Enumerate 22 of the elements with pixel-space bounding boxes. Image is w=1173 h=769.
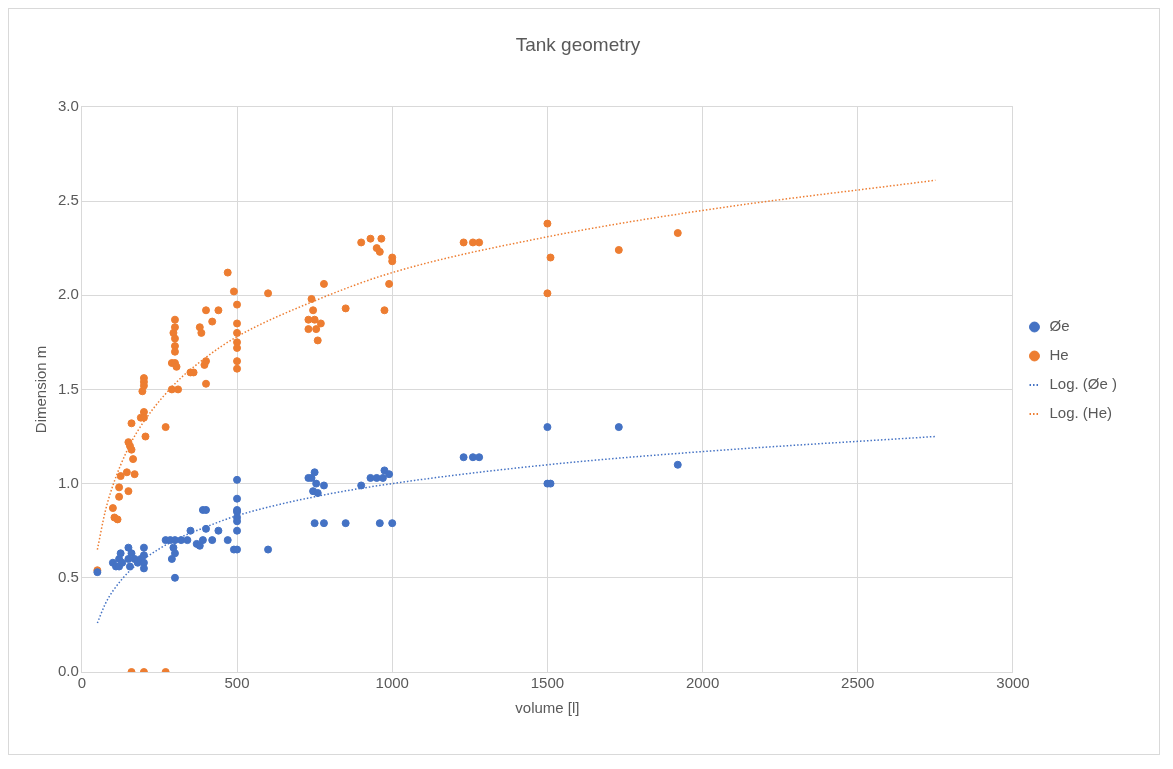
legend-label: Log. (He): [1049, 404, 1112, 422]
x-axis-title: volume [l]: [515, 699, 580, 717]
y-tick-label: 0.5: [57, 567, 79, 585]
y-tick-label: 2.0: [57, 285, 79, 303]
y-tick-label: 2.5: [57, 191, 79, 209]
x-tick-label: 2500: [841, 674, 875, 692]
x-tick-label: 500: [224, 674, 250, 692]
legend-label: Øe: [1049, 317, 1070, 335]
x-tick-label: 1000: [375, 674, 409, 692]
y-tick-label: 1.0: [57, 473, 79, 491]
legend-label: Log. (Øe ): [1049, 375, 1117, 393]
y-tick-label: 3.0: [57, 96, 79, 114]
x-tick-label: 1500: [530, 674, 565, 692]
x-tick-label: 3000: [996, 674, 1030, 692]
line-series: [96, 435, 937, 624]
x-tick-label: 2000: [685, 674, 720, 692]
chart-title: Tank geometry: [515, 33, 641, 55]
y-tick-label: 0.0: [57, 662, 79, 680]
y-axis-title: Dimension m: [32, 345, 50, 434]
x-tick-label: 0: [77, 674, 87, 692]
y-tick-label: 1.5: [57, 379, 79, 397]
legend-label: He: [1049, 346, 1069, 364]
